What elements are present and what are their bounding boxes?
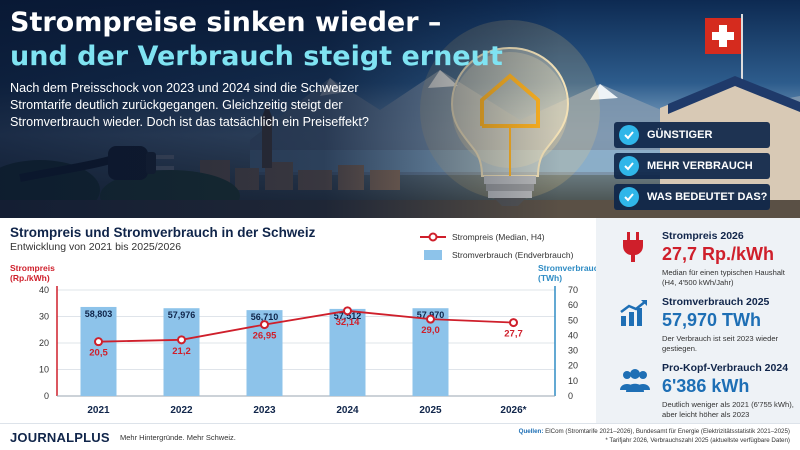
price-value-label: 32,14 — [336, 317, 360, 328]
left-tick-label: 10 — [39, 365, 49, 375]
hero-text-backdrop — [0, 0, 560, 218]
sources-line: Quellen: ElCom (Stromtarife 2021–2026), … — [519, 427, 790, 436]
headline-line-1: Strompreise sinken wieder – — [10, 7, 442, 38]
checkmark-icon — [619, 187, 639, 207]
x-tick-label: 2025 — [419, 405, 442, 416]
combo-chart: 0 10 20 30 40 0 10 20 30 40 50 60 70 58,803 57,976 56,7… — [39, 285, 578, 416]
sources: Quellen: ElCom (Stromtarife 2021–2026), … — [519, 427, 790, 445]
footer: JOURNALPLUS Mehr Hintergründe. Mehr Schw… — [0, 423, 800, 450]
x-tick-label: 2026* — [500, 405, 526, 416]
price-line — [98, 309, 514, 343]
brand-logo: JOURNALPLUS — [10, 430, 110, 445]
right-tick-label: 10 — [568, 376, 578, 386]
left-axis-label-line-1: Strompreis — [10, 263, 55, 273]
price-point — [177, 335, 186, 345]
right-axis-label-line-1: Stromverbrauch — [538, 263, 604, 273]
x-tick-label: 2021 — [87, 405, 110, 416]
price-point — [426, 314, 435, 324]
left-axis-label-line-2: (Rp./kWh) — [10, 273, 50, 283]
left-tick-label: 40 — [39, 285, 49, 295]
lead-paragraph: Nach dem Preisschock von 2023 und 2024 s… — [10, 81, 369, 129]
tagline: Mehr Hintergründe. Mehr Schweiz. — [120, 433, 236, 442]
x-tick-label: 2022 — [170, 405, 193, 416]
check-label: GÜNSTIGER — [647, 129, 713, 141]
legend-item-consumption: Stromverbrauch (Endverbrauch) — [420, 246, 573, 264]
bar-value-label: 57,512 — [334, 311, 362, 321]
footnote: * Tarifjahr 2026, Verbrauchszahl 2025 (a… — [605, 437, 790, 444]
price-value-label: 29,0 — [421, 325, 440, 336]
checkmark-icon — [619, 156, 639, 176]
bar — [163, 308, 200, 396]
stat-title: Strompreis 2026 — [662, 230, 744, 242]
stat-title: Stromverbrauch 2025 — [662, 296, 770, 308]
x-tick-label: 2024 — [336, 405, 359, 416]
bar — [329, 308, 366, 396]
right-tick-label: 50 — [568, 315, 578, 325]
price-value-label: 27,7 — [504, 329, 523, 340]
price-value-label: 21,2 — [172, 346, 191, 357]
stat-description: Median für einen typischen Haushalt (H4,… — [662, 268, 785, 287]
stat-value: 27,7 Rp./kWh — [662, 244, 775, 264]
bar-value-label: 58,803 — [85, 309, 113, 319]
right-axis-label: Stromverbrauch (TWh) — [538, 263, 604, 283]
left-tick-label: 20 — [39, 338, 49, 348]
legend-label-price: Strompreis (Median, H4) — [452, 232, 545, 242]
right-tick-label: 0 — [568, 391, 573, 401]
right-tick-label: 20 — [568, 361, 578, 371]
price-point — [260, 320, 269, 330]
chart-subtitle: Entwicklung von 2021 bis 2025/2026 — [10, 241, 182, 253]
stat-description: Deutlich weniger als 2021 (6'755 kWh), a… — [662, 400, 794, 419]
bar-value-label: 57,976 — [168, 310, 196, 320]
plug-icon — [623, 232, 643, 262]
bar — [80, 306, 117, 396]
headline: Strompreise sinken wieder – und der Verb… — [10, 6, 503, 74]
stat-value: 57,970 TWh — [662, 310, 762, 330]
chart-up-icon — [620, 300, 647, 326]
check-item-consumption: MEHR VERBRAUCH — [614, 153, 770, 179]
legend-bar-swatch — [424, 250, 442, 260]
checkmark-icon — [619, 125, 639, 145]
chart-legend: Strompreis (Median, H4) Stromverbrauch (… — [420, 228, 573, 264]
check-label: MEHR VERBRAUCH — [647, 160, 753, 172]
legend-line-swatch — [420, 232, 446, 242]
stat-value: 6'386 kWh — [662, 376, 750, 396]
right-tick-label: 40 — [568, 330, 578, 340]
price-point — [509, 318, 518, 328]
check-list: GÜNSTIGER MEHR VERBRAUCH WAS BEDEUTET DA… — [614, 122, 770, 215]
check-item-meaning: WAS BEDEUTET DAS? — [614, 184, 770, 210]
legend-label-consumption: Stromverbrauch (Endverbrauch) — [452, 250, 574, 260]
right-tick-label: 30 — [568, 346, 578, 356]
price-value-label: 20,5 — [89, 348, 108, 359]
bar-value-label: 56,710 — [251, 312, 279, 322]
price-point — [343, 306, 352, 316]
right-axis-label-line-2: (TWh) — [538, 273, 563, 283]
price-point — [94, 337, 103, 347]
sources-label: Quellen: — [518, 428, 544, 435]
headline-line-2: und der Verbrauch steigt erneut — [10, 41, 503, 72]
stat-title: Pro-Kopf-Verbrauch 2024 — [662, 362, 789, 374]
right-tick-label: 60 — [568, 300, 578, 310]
left-axis-label: Strompreis (Rp./kWh) — [10, 263, 55, 283]
x-tick-label: 2023 — [253, 405, 276, 416]
chart-title: Strompreis und Stromverbrauch in der Sch… — [10, 225, 316, 240]
stat-description: Der Verbrauch ist seit 2023 wieder gesti… — [662, 334, 779, 353]
legend-item-price: Strompreis (Median, H4) — [420, 228, 573, 246]
hero-banner: Strompreise sinken wieder – und der Verb… — [0, 0, 800, 218]
people-icon — [620, 369, 650, 392]
check-item-cheaper: GÜNSTIGER — [614, 122, 770, 148]
price-value-label: 26,95 — [253, 331, 277, 342]
stats-panel: Strompreis 2026 27,7 Rp./kWh Median für … — [596, 218, 800, 423]
left-tick-label: 30 — [39, 312, 49, 322]
sources-text: ElCom (Stromtarife 2021–2026), Bundesamt… — [545, 428, 790, 435]
left-tick-label: 0 — [44, 391, 49, 401]
right-tick-label: 70 — [568, 285, 578, 295]
check-label: WAS BEDEUTET DAS? — [647, 191, 768, 203]
